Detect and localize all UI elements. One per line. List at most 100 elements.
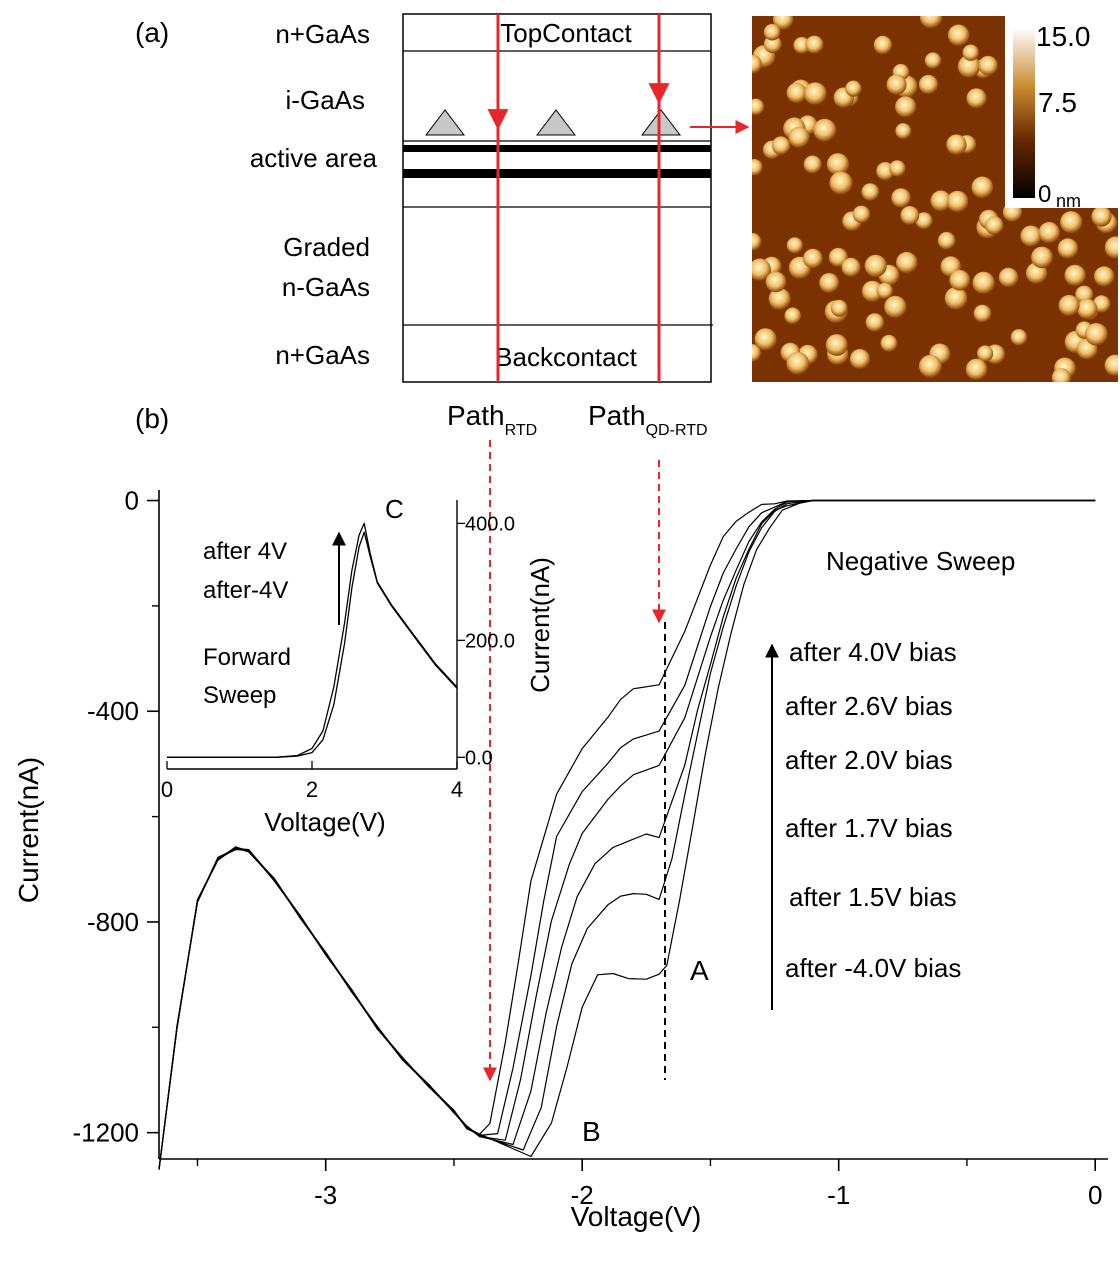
afm-dot bbox=[1085, 323, 1108, 346]
panel-b-label: (b) bbox=[135, 403, 169, 434]
afm-dot bbox=[962, 44, 979, 61]
afm-dot bbox=[1057, 238, 1079, 259]
active-barrier bbox=[403, 145, 711, 152]
y-axis-title: Current(nA) bbox=[13, 757, 44, 903]
afm-dot bbox=[884, 295, 907, 318]
afm-scale-max: 15.0 bbox=[1036, 21, 1091, 52]
afm-dot bbox=[919, 16, 943, 29]
panel-a-label: (a) bbox=[135, 17, 169, 48]
afm-dot bbox=[819, 273, 839, 293]
inset-y-tick-label: 0.0 bbox=[465, 747, 493, 769]
afm-dot bbox=[930, 190, 952, 212]
y-tick-label: -800 bbox=[87, 907, 139, 937]
inset-curve bbox=[167, 531, 458, 758]
afm-dot bbox=[1091, 206, 1112, 227]
afm-dot bbox=[752, 233, 762, 251]
inset-ticks: 0 2 40.0 200.0 400.0 bbox=[161, 513, 515, 802]
point-label-b: B bbox=[582, 1116, 601, 1147]
afm-dot bbox=[896, 251, 918, 274]
afm-dot bbox=[915, 212, 933, 230]
bias-label: after 4.0V bias bbox=[789, 637, 957, 667]
afm-dot bbox=[826, 153, 850, 176]
x-axis-title: Voltage(V) bbox=[571, 1201, 702, 1232]
afm-dot bbox=[754, 328, 777, 351]
y-tick-label: -1200 bbox=[73, 1118, 140, 1148]
afm-dot bbox=[841, 257, 861, 277]
afm-dot bbox=[786, 82, 807, 103]
inset-background bbox=[160, 495, 460, 775]
afm-dot bbox=[786, 351, 810, 375]
inset-y-tick-label: 200.0 bbox=[465, 630, 515, 652]
afm-dot bbox=[880, 334, 898, 352]
afm-dot bbox=[966, 88, 987, 109]
y-tick-label: -400 bbox=[87, 696, 139, 726]
afm-dot bbox=[752, 344, 761, 362]
active-barrier bbox=[403, 169, 711, 178]
negative-sweep-label: Negative Sweep bbox=[826, 546, 1015, 576]
afm-dot bbox=[763, 35, 782, 54]
afm-scale-min: 0 bbox=[1038, 181, 1051, 208]
inset-y-tick-label: 400.0 bbox=[465, 513, 515, 535]
afm-dot bbox=[773, 16, 794, 30]
afm-dot bbox=[813, 118, 837, 142]
afm-dot bbox=[864, 254, 887, 277]
afm-dot bbox=[763, 23, 781, 41]
afm-dot bbox=[937, 231, 956, 250]
afm-dot bbox=[889, 160, 906, 177]
layer-label-graded: Graded bbox=[283, 232, 370, 262]
point-label-c: C bbox=[385, 494, 404, 524]
bias-label: after 2.6V bias bbox=[785, 691, 953, 721]
inset-curves bbox=[167, 522, 458, 758]
afm-dot bbox=[957, 55, 981, 78]
bias-label: after -4.0V bias bbox=[785, 953, 961, 983]
afm-dot bbox=[752, 98, 765, 116]
afm-dot bbox=[793, 37, 811, 54]
afm-dot bbox=[1076, 298, 1098, 320]
afm-scale-unit: nm bbox=[1056, 191, 1081, 211]
afm-dot bbox=[998, 267, 1019, 288]
afm-dot bbox=[768, 288, 791, 310]
layer-label-top: n+GaAs bbox=[275, 19, 370, 49]
inset-curve bbox=[167, 522, 458, 758]
inset-legend-line4: Sweep bbox=[203, 682, 276, 709]
afm-dot bbox=[985, 216, 1004, 235]
afm-dot bbox=[924, 52, 942, 69]
afm-dot bbox=[1094, 266, 1115, 287]
afm-dot bbox=[752, 54, 762, 74]
quantum-dot bbox=[640, 109, 682, 136]
inset-x-axis-title: Voltage(V) bbox=[264, 807, 385, 837]
afm-dot bbox=[946, 190, 969, 213]
afm-scale-mid: 7.5 bbox=[1038, 87, 1077, 118]
quantum-dot bbox=[424, 109, 466, 136]
afm-dot bbox=[895, 123, 912, 140]
afm-dot bbox=[829, 171, 853, 195]
layer-label-graded-ngaas: n-GaAs bbox=[282, 272, 370, 302]
afm-dot bbox=[918, 354, 942, 378]
afm-dot bbox=[873, 35, 893, 55]
afm-dot bbox=[1010, 329, 1028, 346]
afm-dot bbox=[900, 206, 920, 225]
inset-x-tick-label: 2 bbox=[306, 777, 318, 802]
bias-label: after 2.0V bias bbox=[785, 745, 953, 775]
x-tick-label: -3 bbox=[314, 1180, 337, 1210]
inset-x-tick-label: 4 bbox=[451, 777, 463, 802]
afm-image: 15.0 7.5 0 nm bbox=[752, 16, 1118, 382]
afm-dot bbox=[978, 55, 998, 76]
afm-dot bbox=[947, 24, 970, 46]
afm-dot bbox=[1064, 264, 1086, 286]
afm-dots bbox=[752, 16, 1118, 382]
bias-label: after 1.5V bias bbox=[789, 882, 957, 912]
afm-dot bbox=[1058, 294, 1080, 316]
stack-outline bbox=[402, 13, 712, 383]
afm-dot bbox=[944, 287, 968, 310]
afm-dot bbox=[895, 96, 917, 118]
afm-dot bbox=[786, 237, 803, 254]
layer-label-active: active area bbox=[250, 143, 378, 173]
main-chart: -3 -2 -1 0 0 -400 -800 -1200 Voltage(V) Current… bbox=[13, 486, 1108, 1232]
afm-colorbar bbox=[1013, 28, 1035, 198]
afm-dot bbox=[886, 74, 907, 95]
afm-dot bbox=[752, 258, 771, 281]
back-contact-label: Backcontact bbox=[495, 342, 637, 372]
afm-dot bbox=[788, 126, 810, 148]
afm-dot bbox=[965, 358, 988, 380]
